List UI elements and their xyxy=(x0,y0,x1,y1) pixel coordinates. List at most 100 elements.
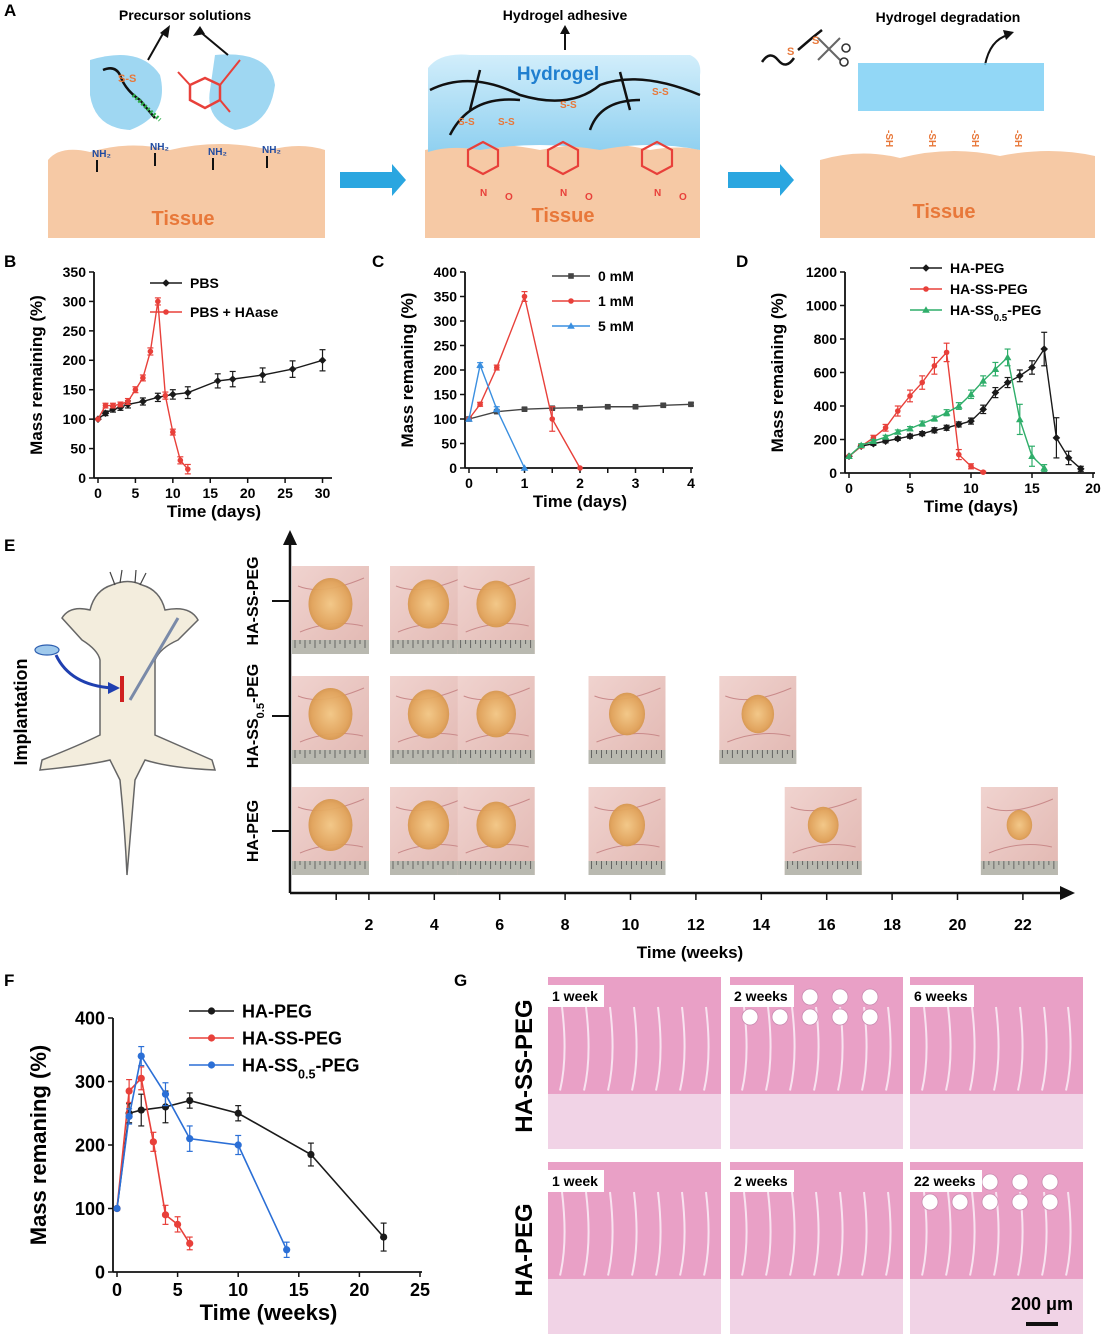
e-x-label: Time (weeks) xyxy=(637,943,743,962)
y-tick-label: 200 xyxy=(75,1135,105,1155)
hydrogel-implant xyxy=(476,690,516,738)
panel-label-e: E xyxy=(4,536,15,555)
x-tick-label: 5 xyxy=(173,1280,183,1300)
data-point xyxy=(170,429,176,435)
legend-label: PBS xyxy=(190,275,219,291)
scalpel-icon xyxy=(128,617,180,701)
legend-label: HA-PEG xyxy=(950,260,1005,276)
data-point xyxy=(857,441,865,449)
data-point xyxy=(943,349,950,356)
muscle-fiber-gap xyxy=(861,1191,868,1276)
legend-swatch-marker xyxy=(568,273,574,279)
data-point xyxy=(101,409,110,418)
data-point xyxy=(604,403,611,410)
e-row-label-1: HA-SS-PEG xyxy=(245,557,262,646)
x-tick-label: 25 xyxy=(410,1280,430,1300)
data-point xyxy=(137,1052,145,1060)
adipocyte xyxy=(801,1008,819,1026)
tile-label-bg xyxy=(910,1170,982,1192)
data-point xyxy=(991,365,1000,372)
y-tick-label: 250 xyxy=(63,323,87,339)
data-point xyxy=(549,416,556,422)
adipocyte xyxy=(771,1008,789,1026)
data-point xyxy=(907,393,913,399)
data-point xyxy=(520,464,529,471)
data-point xyxy=(258,371,267,379)
legend-swatch-marker xyxy=(207,1007,216,1015)
e-x-tick-label: 8 xyxy=(561,917,570,934)
implant-photo xyxy=(292,566,369,654)
data-point xyxy=(1028,363,1036,372)
photo-vessels xyxy=(986,798,1054,854)
e-ticks: 2 4 6 8 10 12 14 16 18 20 22 xyxy=(335,893,1032,934)
ruler xyxy=(719,750,797,764)
data-point xyxy=(154,393,162,402)
precursor-droplet-left xyxy=(90,55,162,130)
series-2 xyxy=(845,348,1048,472)
y-tick-label: 200 xyxy=(63,352,87,368)
data-point xyxy=(991,388,1000,397)
tile-label: 1 week xyxy=(552,1173,598,1189)
histology-tile: 2 weeks xyxy=(730,1162,903,1334)
hydrogel-implant xyxy=(407,689,450,739)
amine-label-1: NH₂ xyxy=(92,149,111,160)
y-tick-label: 400 xyxy=(75,1008,105,1028)
x-axis-label: Time (days) xyxy=(924,497,1018,516)
tissue-block-1 xyxy=(48,144,325,238)
data-point xyxy=(132,386,139,393)
data-point xyxy=(109,405,117,413)
e-x-tick-label: 12 xyxy=(687,917,705,934)
ruler xyxy=(588,861,666,875)
data-point xyxy=(307,1150,315,1159)
hydrogel-implant xyxy=(308,688,353,740)
muscle-fiber-gap xyxy=(583,1006,590,1091)
data-point xyxy=(1040,464,1048,471)
degradation-arrow xyxy=(984,34,1009,66)
s-label-1: S xyxy=(787,46,794,58)
adipocyte xyxy=(981,1193,999,1211)
n-label-1: N xyxy=(480,188,487,199)
muscle-fiber-gap xyxy=(885,1191,892,1276)
adipocyte xyxy=(1011,1193,1029,1211)
legend-swatch-marker xyxy=(568,298,574,304)
y-tick-label: 300 xyxy=(63,293,87,309)
thiol-label-3: -SH xyxy=(969,130,980,147)
data-point xyxy=(139,397,147,406)
y-tick-label: 250 xyxy=(434,337,458,353)
implant-photo xyxy=(390,787,467,875)
n-label-3: N xyxy=(654,188,661,199)
data-point xyxy=(137,1106,145,1114)
histology-tile: 2 weeks xyxy=(730,977,903,1149)
data-point xyxy=(234,1109,242,1117)
data-point xyxy=(632,403,639,410)
series-1 xyxy=(466,291,583,471)
e-photos xyxy=(292,566,1058,875)
connective-layer xyxy=(730,1093,903,1149)
histology-tile: 1 week xyxy=(548,1162,721,1334)
muscle-fiber-gap xyxy=(789,1006,796,1091)
g-row-label-2: HA-PEG xyxy=(511,1203,538,1296)
data-point xyxy=(117,401,124,408)
hydrogel-implant xyxy=(1006,809,1033,841)
data-point xyxy=(521,406,528,412)
implant-photo xyxy=(980,787,1058,875)
muscle-fiber-gap xyxy=(993,1006,1000,1091)
data-point xyxy=(184,388,192,397)
ruler xyxy=(292,640,369,654)
adipocyte xyxy=(1041,1193,1059,1211)
x-tick-label: 15 xyxy=(1024,480,1040,496)
legend-label: 5 mM xyxy=(598,318,634,334)
data-point xyxy=(968,463,974,470)
hydrogel-implant xyxy=(807,806,839,844)
data-point xyxy=(919,379,925,386)
legend-label: HA-SS0.5-PEG xyxy=(950,302,1042,324)
e-x-tick-label: 4 xyxy=(430,917,439,934)
y-tick-label: 300 xyxy=(434,313,458,329)
data-point xyxy=(577,465,583,471)
ruler xyxy=(588,750,666,764)
data-point xyxy=(688,401,694,408)
adhesive-arrowhead xyxy=(560,25,570,34)
data-point xyxy=(288,365,297,373)
connective-layer xyxy=(548,1093,721,1149)
